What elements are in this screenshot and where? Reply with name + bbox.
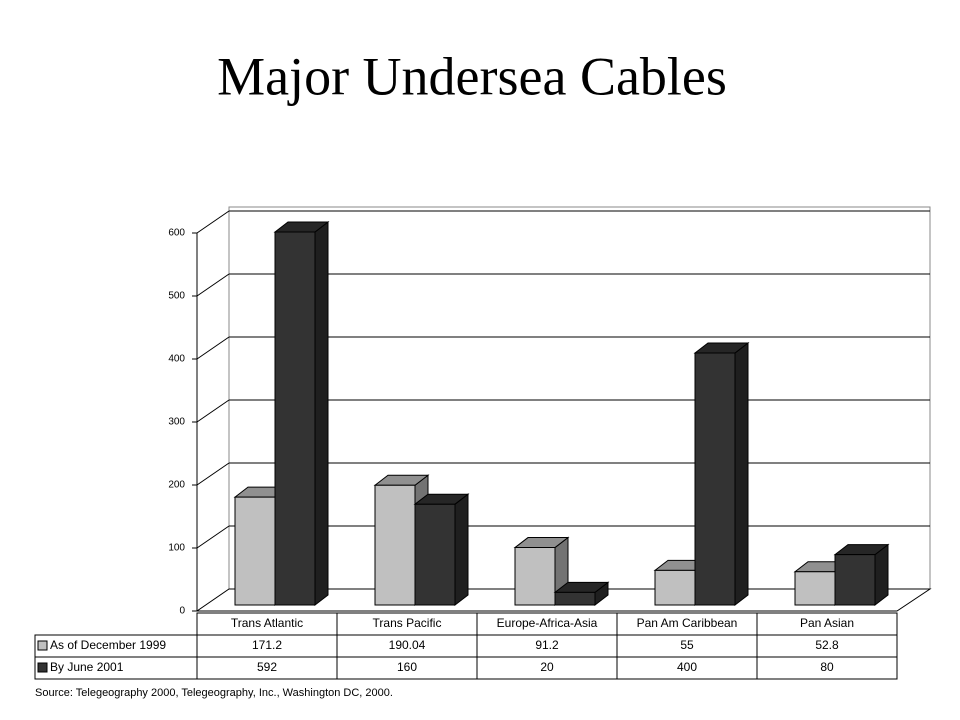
data-label: 20 xyxy=(540,660,554,674)
grid-line xyxy=(196,399,230,423)
bar-face xyxy=(734,341,749,607)
grid-line xyxy=(196,462,230,486)
data-label: 171.2 xyxy=(252,638,282,652)
bar-face xyxy=(654,569,696,606)
bar-face xyxy=(514,547,556,606)
bar xyxy=(413,493,470,607)
bar-face xyxy=(374,484,416,606)
x-tick-label: Trans Pacific xyxy=(373,616,442,630)
data-label: 160 xyxy=(397,660,417,674)
x-tick-label: Pan Am Caribbean xyxy=(637,616,738,630)
y-tick-label: 600 xyxy=(168,228,185,239)
chart-title: Major Undersea Cables xyxy=(217,46,727,106)
legend-label: As of December 1999 xyxy=(50,638,166,652)
x-tick-label: Europe-Africa-Asia xyxy=(497,616,598,630)
bar-face xyxy=(274,231,316,606)
bar-face xyxy=(454,493,469,607)
bar-face xyxy=(834,554,876,606)
bar xyxy=(693,341,750,607)
x-tick-label: Trans Atlantic xyxy=(231,616,303,630)
data-label: 55 xyxy=(680,638,694,652)
grid-line xyxy=(196,273,230,297)
y-tick-label: 500 xyxy=(168,291,185,302)
data-label: 80 xyxy=(820,660,834,674)
bar-face xyxy=(794,571,836,606)
x-tick-label: Pan Asian xyxy=(800,616,854,630)
source-note: Source: Telegeography 2000, Telegeograph… xyxy=(35,687,393,699)
data-label: 190.04 xyxy=(389,638,426,652)
bar-face xyxy=(694,352,736,606)
bar-face xyxy=(314,221,329,607)
bar xyxy=(273,221,330,607)
y-tick-label: 100 xyxy=(168,543,185,554)
y-tick-label: 400 xyxy=(168,354,185,365)
y-tick-label: 0 xyxy=(179,606,185,617)
bar-face xyxy=(414,503,456,606)
data-label: 91.2 xyxy=(535,638,559,652)
grid-line xyxy=(196,336,230,360)
y-tick-label: 300 xyxy=(168,417,185,428)
bar xyxy=(553,581,610,607)
data-label: 52.8 xyxy=(815,638,839,652)
data-label: 592 xyxy=(257,660,277,674)
grid-line xyxy=(196,210,230,234)
bar-face xyxy=(554,591,596,606)
legend-swatch xyxy=(37,662,48,673)
grid-line xyxy=(196,525,230,549)
back-wall xyxy=(228,206,931,590)
legend-label: By June 2001 xyxy=(50,660,124,674)
legend-swatch xyxy=(37,640,48,651)
bar-face xyxy=(234,496,276,606)
data-label: 400 xyxy=(677,660,697,674)
bar xyxy=(833,543,890,607)
y-tick-label: 200 xyxy=(168,480,185,491)
